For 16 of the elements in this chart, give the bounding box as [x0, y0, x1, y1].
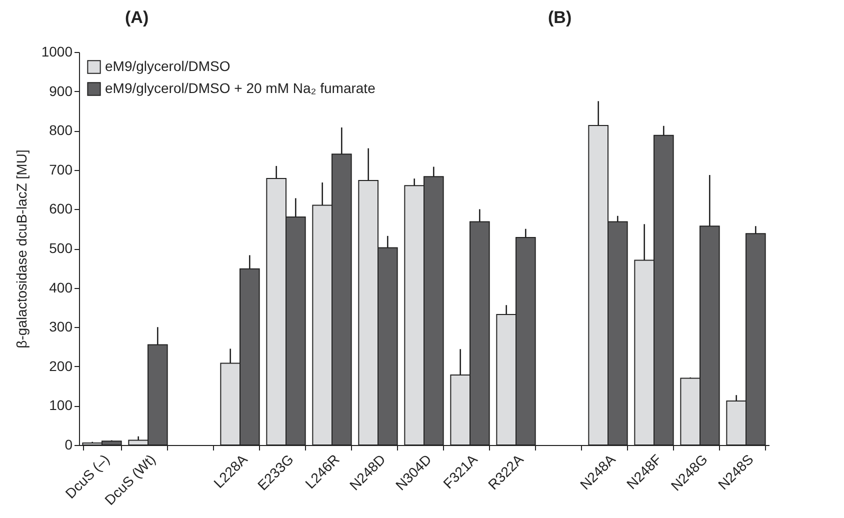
y-tick-label: 900 [49, 82, 73, 99]
y-tick-label: 200 [49, 358, 73, 374]
y-tick-label: 1000 [41, 44, 73, 60]
y-tick-label: 0 [64, 436, 73, 452]
y-tick-label: 600 [49, 200, 73, 217]
y-tick-label: 800 [49, 122, 73, 138]
y-tick-label: 400 [49, 279, 73, 296]
text: (A) [125, 8, 149, 28]
y-axis-title: β-galactosidase dcuB-lacZ [MU] [13, 150, 30, 348]
legend-label: eM9/glycerol/DMSO + 20 mM Na₂ fumarate [105, 80, 376, 96]
y-tick-label: 300 [49, 318, 73, 335]
y-tick-label: 700 [49, 161, 73, 178]
y-tick-label: 100 [49, 397, 73, 414]
legend-label: eM9/glycerol/DMSO [105, 58, 230, 74]
text: (B) [548, 8, 572, 28]
y-tick-label: 500 [49, 240, 73, 256]
